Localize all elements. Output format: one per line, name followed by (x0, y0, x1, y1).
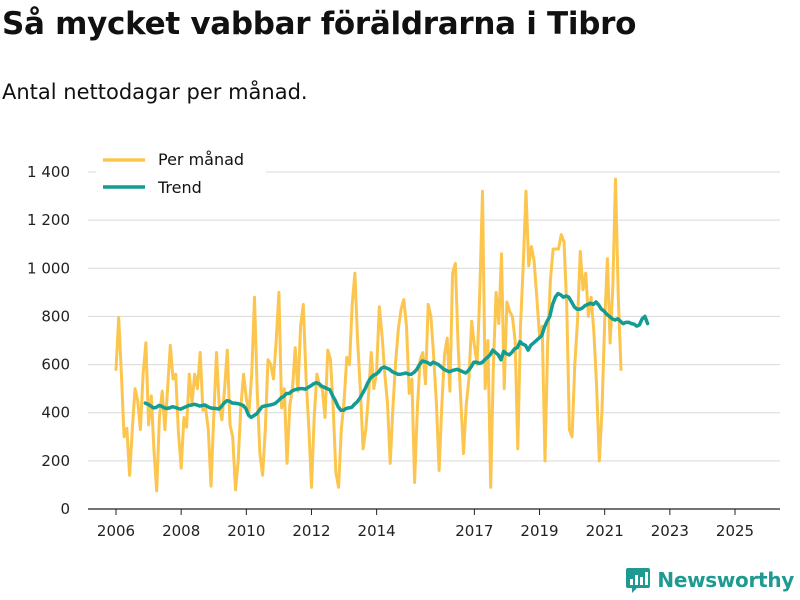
x-tick-label: 2008 (162, 522, 200, 540)
x-tick-label: 2023 (651, 522, 689, 540)
x-tick-label: 2025 (716, 522, 754, 540)
legend-label-trend: Trend (157, 178, 202, 197)
x-tick-label: 2021 (586, 522, 624, 540)
series-line-per-manad (114, 177, 623, 493)
legend-label-monthly: Per månad (158, 150, 244, 169)
series-lines (114, 177, 650, 493)
page-subtitle: Antal nettodagar per månad. (2, 80, 308, 104)
x-tick-label: 2012 (292, 522, 330, 540)
newsworthy-logo: Newsworthy (625, 566, 794, 594)
y-tick-label: 400 (41, 404, 70, 422)
legend: Per månad Trend (96, 146, 266, 202)
logo-text: Newsworthy (657, 568, 794, 592)
y-tick-label: 800 (41, 307, 70, 325)
y-tick-label: 1 000 (27, 259, 70, 277)
chart-logo-icon (626, 568, 651, 593)
y-tick-label: 0 (60, 500, 70, 518)
series-line-trend (143, 291, 650, 420)
y-tick-label: 200 (41, 452, 70, 470)
legend-background (96, 146, 266, 202)
x-tick-label: 2010 (227, 522, 265, 540)
gridlines (88, 171, 780, 462)
x-tick-label: 2017 (455, 522, 493, 540)
axes: 0 200 400 600 800 1 000 1 200 1 400 2006 2008 2010… (27, 163, 780, 540)
x-tick-label: 2019 (520, 522, 558, 540)
y-tick-label: 1 200 (27, 211, 70, 229)
y-tick-label: 600 (41, 356, 70, 374)
x-tick-label: 2006 (97, 522, 135, 540)
x-tick-label: 2014 (358, 522, 396, 540)
page-title: Så mycket vabbar föräldrarna i Tibro (2, 6, 637, 42)
y-tick-label: 1 400 (27, 163, 70, 181)
